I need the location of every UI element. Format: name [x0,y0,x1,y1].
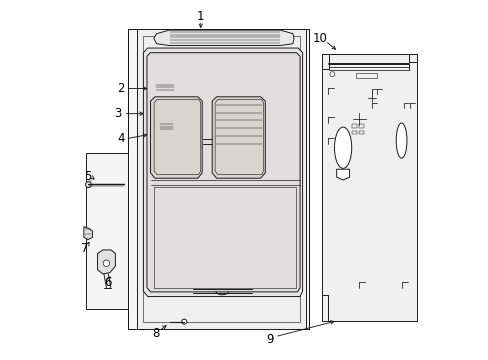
Bar [157,102,161,105]
Polygon shape [83,226,92,239]
Bar [162,102,165,105]
Polygon shape [150,97,202,178]
Text: 8: 8 [152,327,159,340]
Text: 3: 3 [114,107,122,120]
Bar [157,99,161,101]
Bar [166,102,170,105]
Text: 5: 5 [83,170,91,183]
Ellipse shape [395,123,406,158]
Polygon shape [128,30,308,329]
Text: 9: 9 [266,333,273,346]
Text: 7: 7 [81,242,88,255]
Polygon shape [147,53,300,292]
Text: 10: 10 [312,32,326,45]
Text: 6: 6 [103,276,111,289]
Polygon shape [321,54,416,320]
Ellipse shape [334,127,351,168]
Bar [162,99,165,101]
Polygon shape [86,153,128,309]
Polygon shape [153,30,293,45]
Circle shape [103,260,109,266]
Circle shape [182,319,186,324]
Bar [355,73,376,78]
Bar [351,131,356,134]
Circle shape [85,182,91,188]
Text: 2: 2 [117,82,124,95]
Text: 1: 1 [197,10,204,23]
Text: 4: 4 [117,132,124,145]
Polygon shape [143,48,302,297]
Bar [351,125,356,128]
Polygon shape [336,169,349,180]
Polygon shape [137,30,305,329]
Bar [359,125,363,128]
Polygon shape [97,250,115,274]
Bar [359,131,363,134]
Polygon shape [212,97,265,178]
Polygon shape [153,95,183,110]
Polygon shape [158,121,175,133]
Polygon shape [153,82,176,93]
